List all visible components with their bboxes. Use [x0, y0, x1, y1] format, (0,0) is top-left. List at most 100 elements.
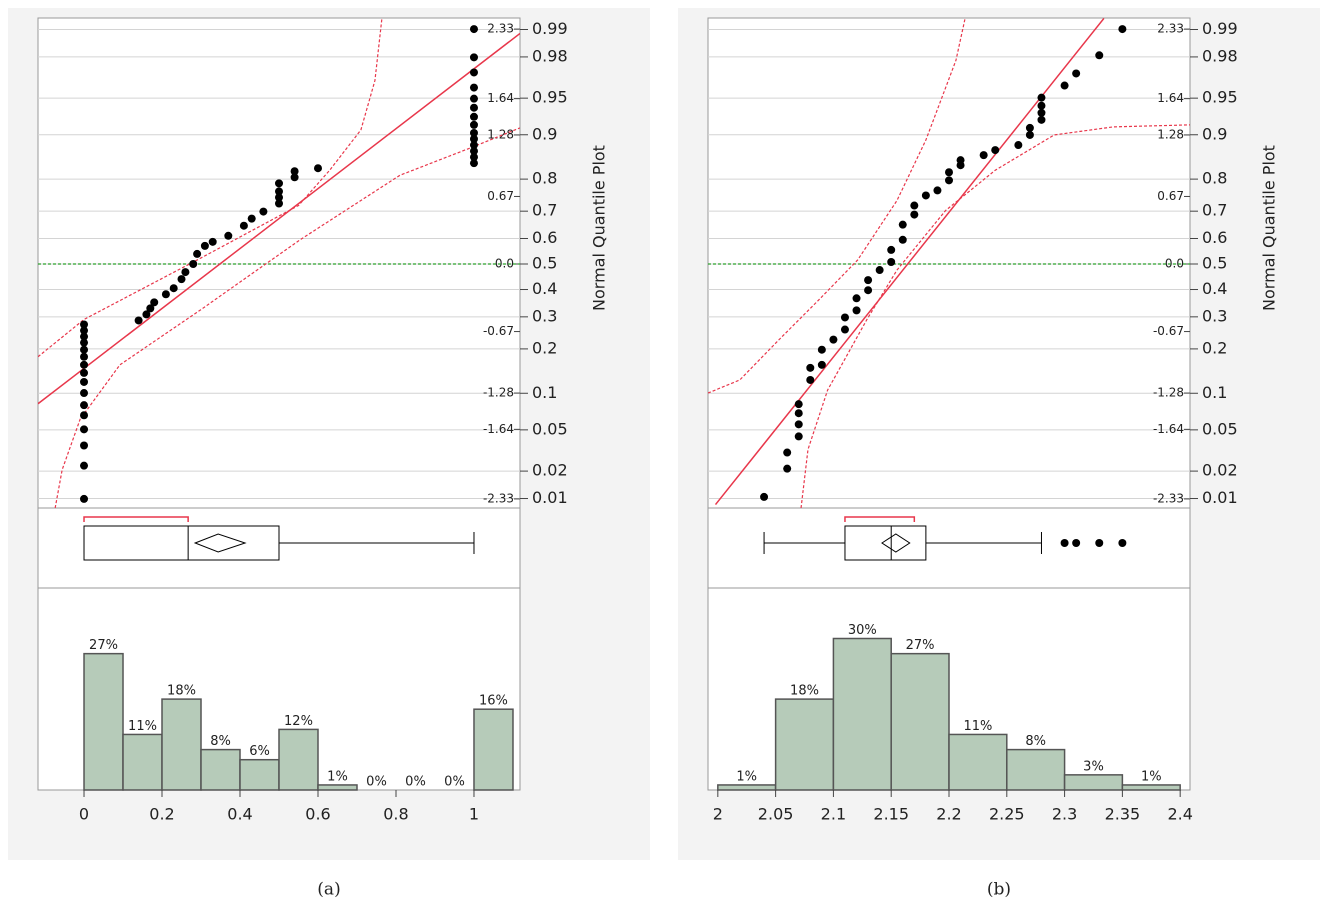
quantile-point: [945, 176, 953, 185]
quantile-point: [469, 159, 478, 168]
quantile-point: [1037, 108, 1046, 117]
quantile-point: [1095, 51, 1104, 60]
z-tick-label: 1.28: [1157, 127, 1184, 141]
histogram-bar: [122, 733, 163, 791]
quantile-point: [1025, 130, 1034, 139]
prob-tick-label: 0.98: [532, 46, 568, 65]
z-tick-label: 1.64: [1157, 91, 1184, 105]
prob-tick-label: 0.6: [532, 228, 557, 247]
quantile-point: [1025, 123, 1034, 132]
z-tick-label: 0.67: [1157, 189, 1184, 203]
quantile-point: [290, 173, 299, 182]
quantile-point: [150, 298, 159, 307]
histogram-bar: [317, 784, 358, 791]
bar-label: 0%: [366, 775, 387, 790]
quantile-point: [80, 368, 89, 377]
quantile-point: [80, 494, 89, 503]
z-tick-label: -1.28: [1153, 386, 1184, 400]
prob-tick-label: 0.98: [1202, 46, 1238, 65]
prob-tick-label: 0.7: [1202, 201, 1227, 220]
mean-diamond: [881, 533, 911, 553]
prob-tick-label: 0.8: [532, 169, 557, 188]
quantile-point: [806, 375, 815, 384]
quantile-point: [469, 68, 478, 77]
prob-tick-label: 0.02: [532, 461, 568, 480]
quantile-point: [80, 401, 89, 410]
quantile-point: [169, 284, 178, 293]
x-tick-label: 2: [713, 805, 723, 824]
prob-tick-label: 0.95: [1202, 88, 1238, 107]
bar-label: 1%: [327, 769, 348, 784]
quantile-point: [80, 326, 89, 335]
x-tick-label: 2.35: [1105, 805, 1141, 824]
quantile-point: [239, 221, 248, 230]
outlier: [1060, 539, 1069, 547]
quantile-point: [134, 316, 143, 325]
quantile-point: [193, 249, 202, 258]
quantile-point: [469, 147, 478, 156]
bar-label: 16%: [479, 694, 508, 709]
quantile-point: [142, 310, 151, 319]
quantile-point: [910, 210, 919, 219]
prob-tick-label: 0.02: [1202, 461, 1238, 480]
histogram-bar: [1006, 748, 1066, 791]
quantile-point: [794, 432, 803, 441]
quantile-point: [80, 461, 89, 470]
quantile-point: [852, 306, 861, 315]
quantile-point: [933, 186, 942, 195]
histogram-bar: [774, 698, 835, 791]
quantile-point: [80, 360, 89, 369]
prob-tick-label: 0.99: [1202, 19, 1238, 38]
bar-label: 1%: [736, 769, 757, 784]
quantile-point: [80, 441, 89, 450]
quantile-point: [921, 191, 930, 200]
quantile-point: [80, 332, 89, 341]
bar-label: 18%: [790, 684, 819, 699]
bar-label: 11%: [963, 719, 992, 734]
quantile-point: [469, 153, 478, 162]
z-tick-label: 1.28: [487, 127, 514, 141]
z-tick-label: -1.28: [483, 386, 514, 400]
quantile-point: [469, 134, 478, 143]
quantile-point: [80, 377, 89, 386]
quantile-point: [80, 352, 89, 361]
bar-label: 27%: [89, 638, 118, 653]
quantile-point: [991, 146, 1000, 155]
quantile-point: [760, 492, 769, 501]
y-axis-title: Normal Quantile Plot: [590, 145, 609, 311]
y-axis-title: Normal Quantile Plot: [1260, 145, 1279, 311]
x-tick-label: 2.3: [1052, 805, 1077, 824]
prob-tick-label: 0.1: [532, 383, 557, 402]
quantile-point: [290, 167, 299, 176]
quantile-point: [817, 345, 826, 354]
quantile-point: [469, 112, 478, 121]
histogram-bar: [832, 637, 892, 791]
quantile-point: [898, 235, 907, 244]
histogram-bar: [278, 728, 319, 791]
quantile-point: [875, 266, 884, 275]
outlier: [1095, 539, 1104, 547]
prob-tick-label: 0.05: [1202, 419, 1238, 438]
z-tick-label: 2.33: [487, 22, 514, 36]
x-tick-label: 2.2: [936, 805, 961, 824]
mean-diamond: [193, 533, 247, 553]
prob-tick-label: 0.7: [532, 201, 557, 220]
bar-label: 27%: [906, 638, 935, 653]
z-tick-label: -1.64: [483, 422, 514, 436]
quantile-point: [161, 290, 170, 299]
quantile-point: [181, 268, 190, 277]
quantile-point: [469, 128, 478, 137]
prob-tick-label: 0.8: [1202, 169, 1227, 188]
quantile-point: [469, 141, 478, 150]
caption: (a): [317, 880, 340, 900]
outlier: [1118, 539, 1127, 547]
z-tick-label: -0.67: [1153, 324, 1184, 338]
quantile-point: [469, 120, 478, 129]
quantile-point: [806, 363, 815, 372]
quantile-point: [275, 199, 283, 208]
histogram-bar: [200, 748, 241, 791]
bar-label: 30%: [848, 623, 877, 638]
confidence-band: [54, 127, 520, 508]
